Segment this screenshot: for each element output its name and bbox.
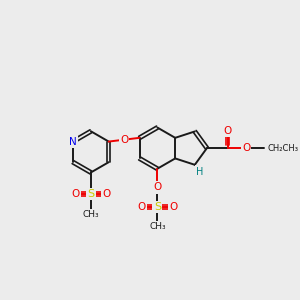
Text: N: N — [69, 136, 77, 147]
Text: CH₃: CH₃ — [149, 222, 166, 231]
Text: O: O — [153, 182, 161, 192]
Text: CH₂CH₃: CH₂CH₃ — [267, 144, 298, 153]
Text: S: S — [154, 202, 161, 212]
Text: O: O — [242, 143, 250, 153]
Text: O: O — [71, 189, 80, 199]
Text: O: O — [224, 126, 232, 136]
Text: O: O — [169, 202, 178, 212]
Text: H: H — [196, 167, 203, 176]
Text: O: O — [137, 202, 146, 212]
Text: CH₃: CH₃ — [82, 210, 99, 219]
Text: O: O — [120, 135, 128, 145]
Text: S: S — [87, 189, 94, 199]
Text: O: O — [102, 189, 110, 199]
